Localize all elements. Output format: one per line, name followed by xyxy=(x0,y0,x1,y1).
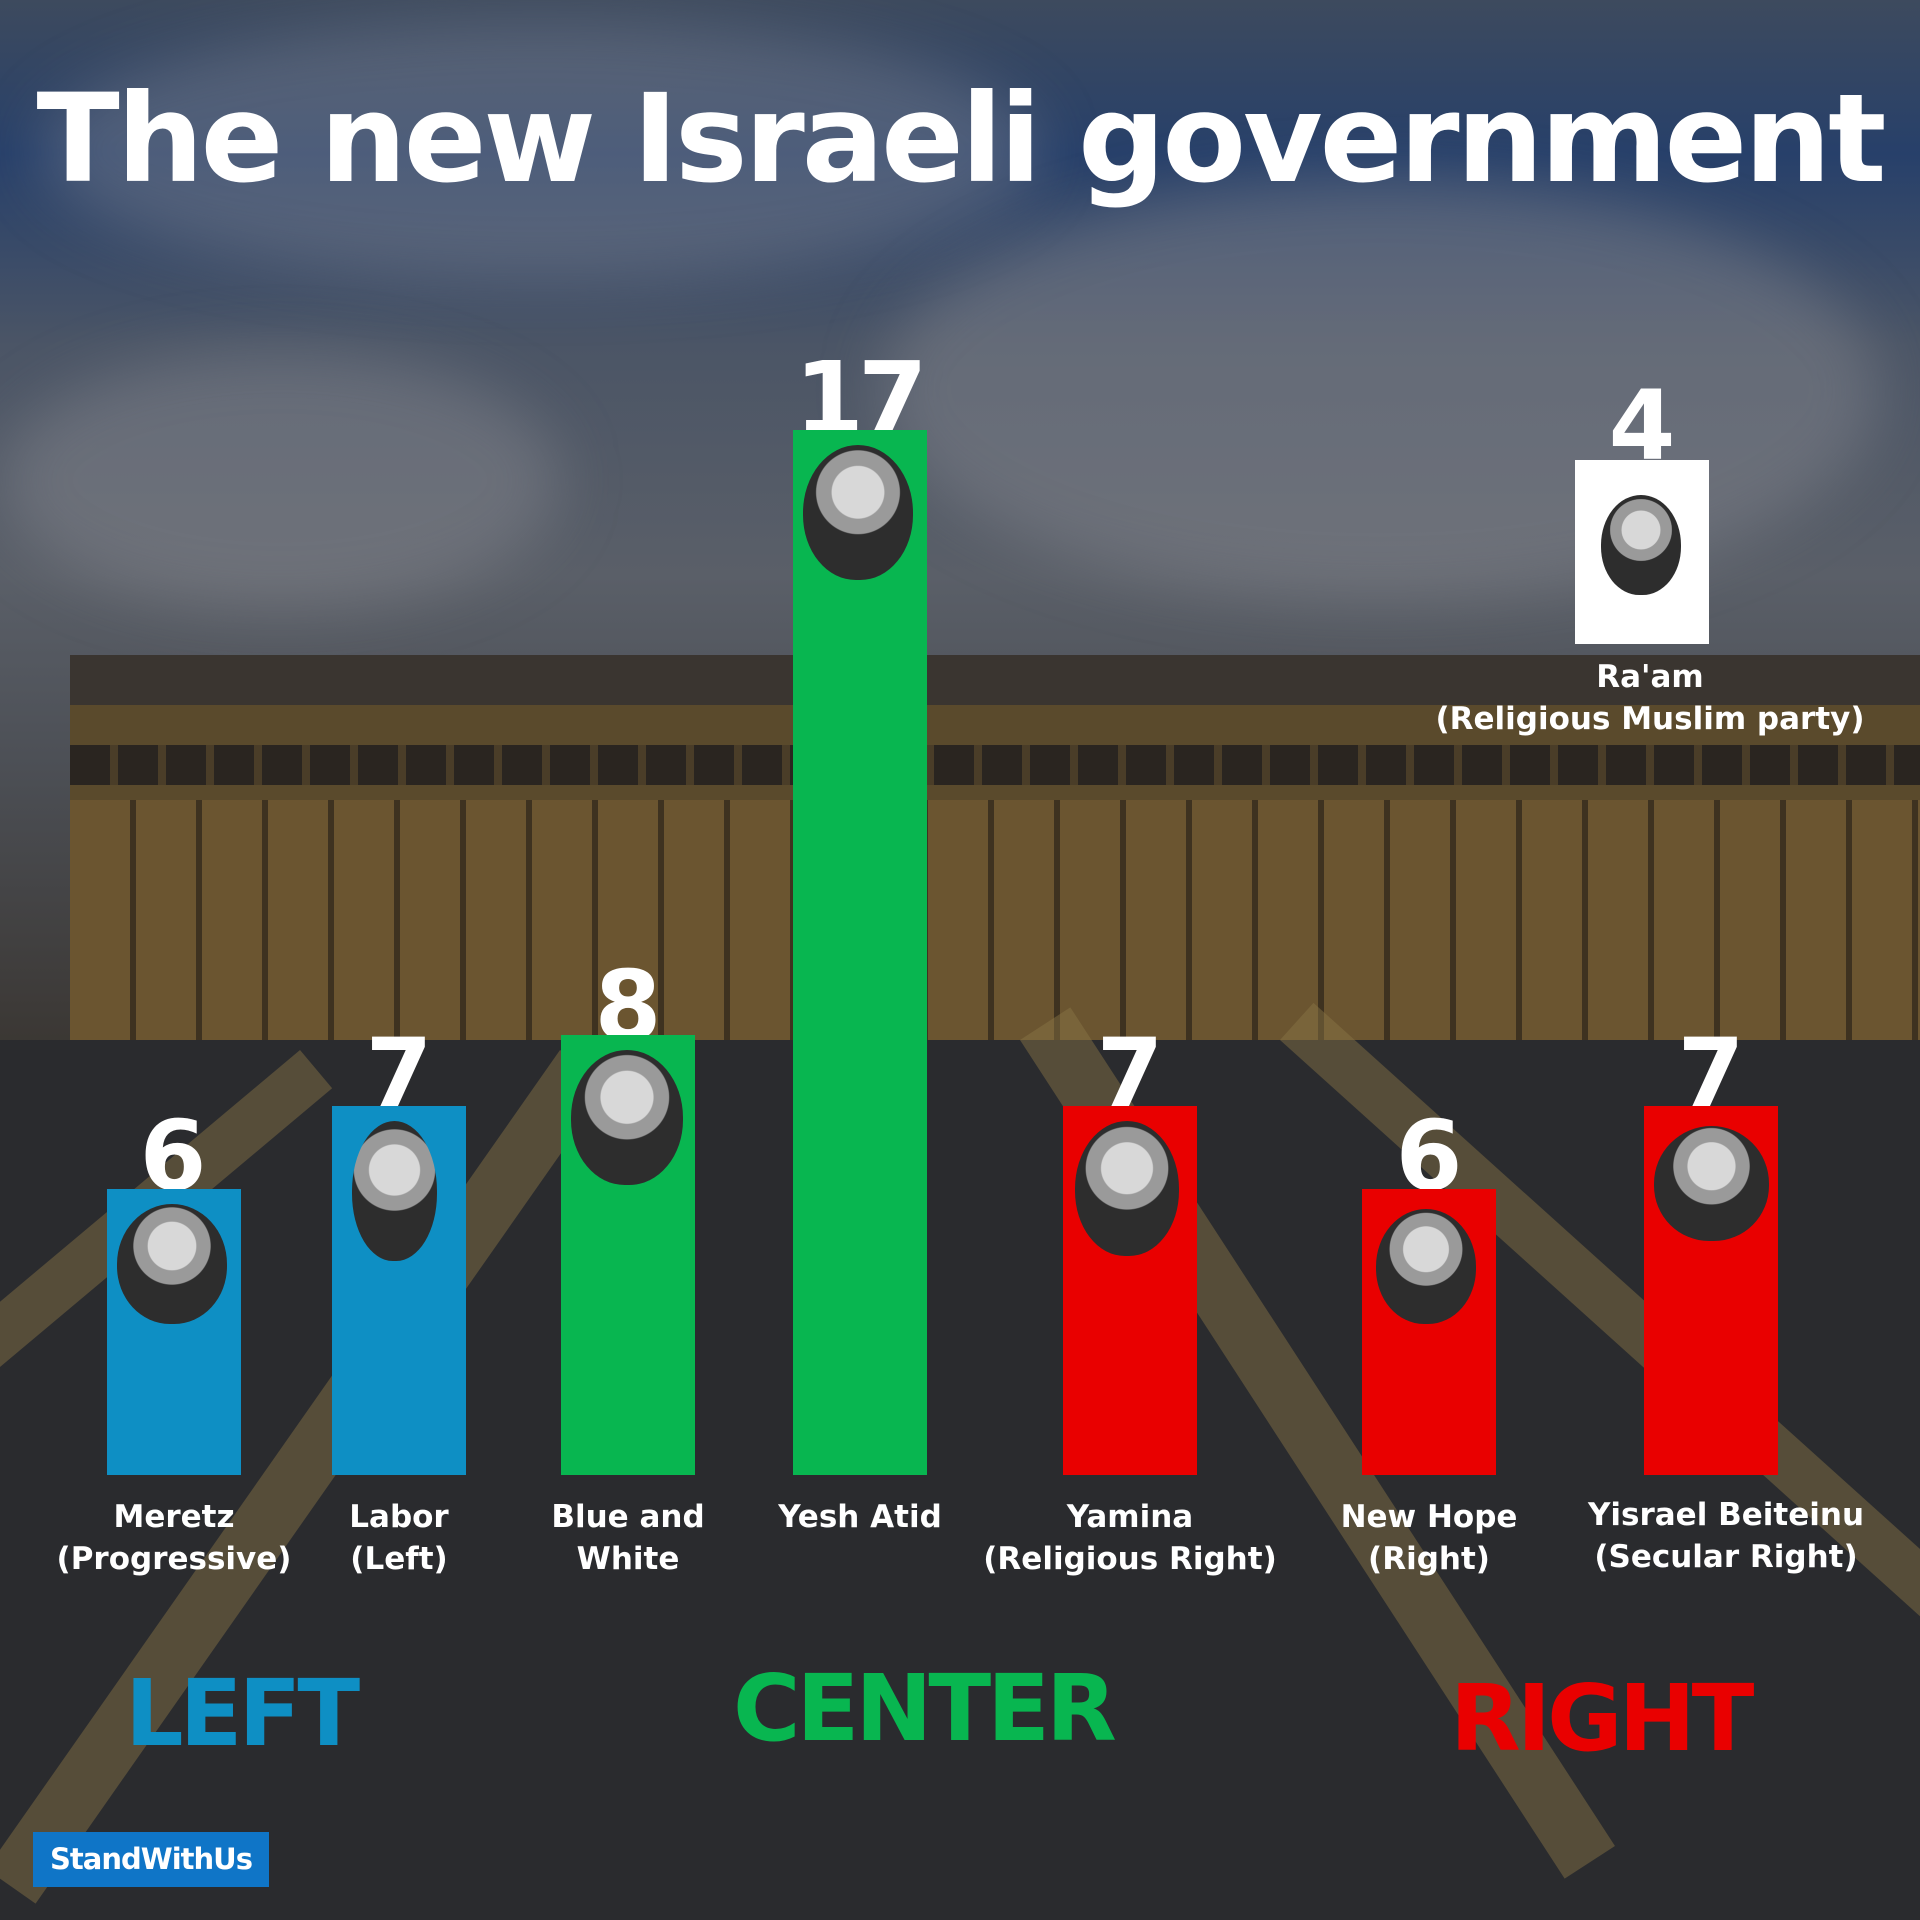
bar-raam xyxy=(1575,460,1709,644)
leader-portrait xyxy=(352,1121,437,1261)
label-new-hope: New Hope (Right) xyxy=(1340,1499,1518,1577)
label-yisrael-beiteinu: Yisrael Beiteinu (Secular Right) xyxy=(1587,1497,1865,1575)
label-yesh-atid: Yesh Atid xyxy=(778,1499,942,1535)
leader-portrait xyxy=(1601,495,1681,595)
leader-portrait xyxy=(117,1204,227,1324)
leader-portrait xyxy=(571,1050,683,1185)
bar-labor xyxy=(332,1106,466,1475)
label-labor: Labor (Left) xyxy=(349,1499,449,1577)
bar-yamina xyxy=(1063,1106,1197,1475)
bar-new-hope xyxy=(1362,1189,1496,1475)
label-raam: Ra'am (Religious Muslim party) xyxy=(1435,659,1865,737)
group-label-left: LEFT xyxy=(125,1660,360,1767)
label-blue-and-white: Blue and White xyxy=(551,1499,705,1577)
bar-yesh-atid xyxy=(793,430,927,1475)
label-yamina: Yamina (Religious Right) xyxy=(983,1499,1277,1577)
standwithus-logo: StandWithUs xyxy=(33,1832,269,1887)
bar-meretz xyxy=(107,1189,241,1475)
label-meretz: Meretz (Progressive) xyxy=(56,1499,292,1577)
cloud xyxy=(40,20,1040,280)
group-label-center: CENTER xyxy=(733,1655,1117,1762)
leader-portrait xyxy=(1075,1121,1179,1256)
cloud xyxy=(880,180,1880,600)
bar-yisrael-beiteinu xyxy=(1644,1106,1778,1475)
leader-portrait xyxy=(1376,1209,1476,1324)
page-title: The new Israeli government xyxy=(36,68,1887,210)
group-label-right: RIGHT xyxy=(1450,1665,1754,1772)
leader-portrait xyxy=(1654,1126,1769,1241)
bar-blue-and-white xyxy=(561,1035,695,1475)
cloud xyxy=(0,350,560,610)
knesset-building xyxy=(70,655,1920,1045)
leader-portrait xyxy=(803,445,913,580)
plaza-ground xyxy=(0,1040,1920,1920)
